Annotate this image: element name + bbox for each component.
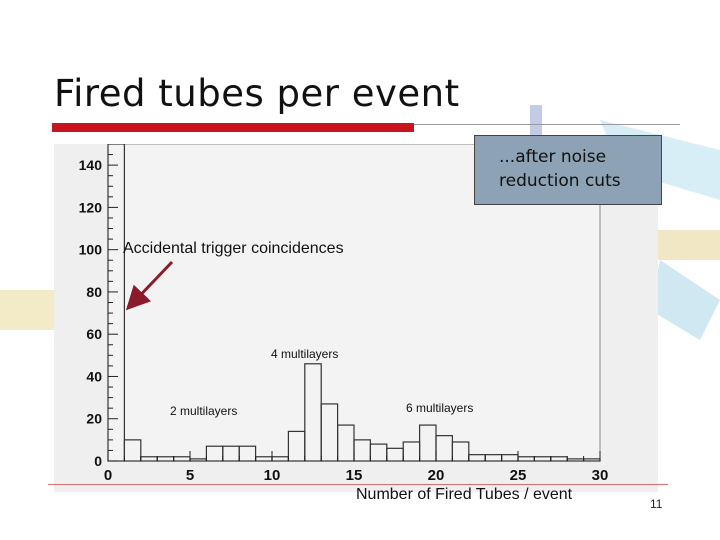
x-tick-label: 30 (592, 467, 609, 484)
histogram-panel: 0 20 40 60 80 100 120 140 0 5 10 15 20 25 30 (54, 144, 658, 492)
y-tick-label: 120 (79, 199, 103, 215)
annotation-4-multilayers: 4 multilayers (271, 347, 339, 361)
histogram-bar (238, 445, 257, 462)
y-tick-label: 60 (86, 326, 102, 342)
x-tick-label: 0 (104, 467, 112, 484)
x-tick-label: 20 (428, 467, 445, 484)
y-tick-label: 0 (94, 453, 102, 469)
x-tick-label: 25 (510, 467, 527, 484)
slide-number: 11 (650, 497, 663, 511)
x-axis-title: Number of Fired Tubes / event (356, 486, 573, 503)
y-tick-label: 140 (79, 157, 103, 173)
note-box: ...after noise reduction cuts (474, 135, 662, 205)
y-tick-label: 20 (86, 411, 102, 427)
title-accent-bar (52, 123, 414, 132)
title-divider-line (414, 124, 680, 125)
histogram-bar (123, 439, 142, 462)
annotation-6-multilayers: 6 multilayers (406, 401, 474, 415)
note-text: ...after noise reduction cuts (499, 147, 621, 191)
y-tick-label: 80 (86, 284, 102, 300)
y-tick-label: 100 (79, 242, 103, 258)
annotation-accidental-coincidences: Accidental trigger coincidences (123, 240, 344, 257)
slide-title: Fired tubes per event (54, 72, 460, 115)
footer-line (48, 484, 668, 485)
histogram-chart: 0 20 40 60 80 100 120 140 0 5 10 15 20 25 30 (79, 144, 609, 484)
x-tick-label: 10 (264, 467, 281, 484)
x-tick-label: 5 (186, 467, 194, 484)
histogram-bar (451, 441, 470, 462)
tick-layer: 0 20 40 60 80 100 120 140 0 5 10 15 20 25 30 (79, 144, 609, 484)
x-tick-label: 15 (346, 467, 363, 484)
annotation-2-multilayers: 2 multilayers (170, 404, 238, 418)
y-tick-label: 40 (86, 368, 102, 384)
